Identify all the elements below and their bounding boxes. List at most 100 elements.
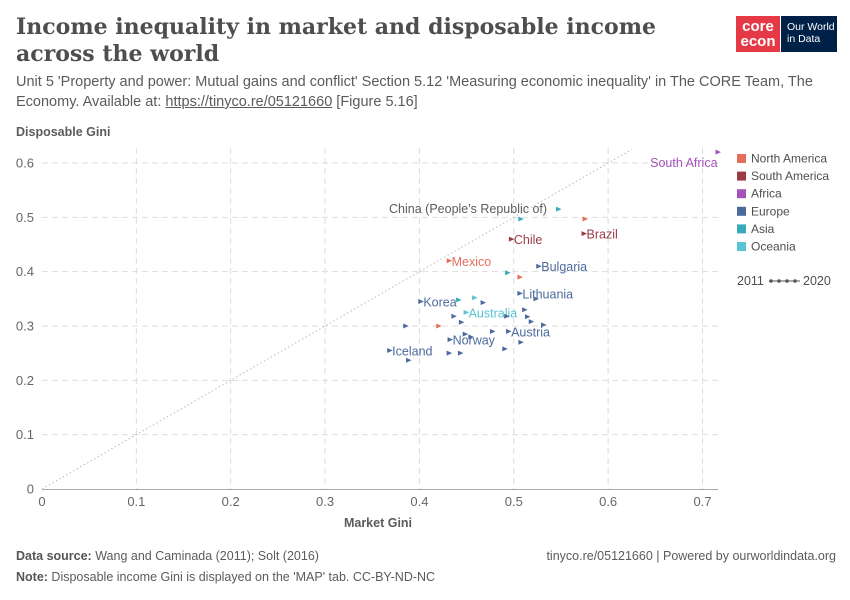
data-point[interactable]	[505, 270, 511, 276]
data-point[interactable]	[556, 206, 562, 212]
data-point[interactable]	[581, 231, 588, 237]
point-label: Chile	[514, 233, 543, 247]
y-tick-label: 0.3	[16, 319, 34, 334]
owid-logo-line2: in Data	[787, 33, 821, 45]
x-axis-label: Market Gini	[344, 516, 412, 530]
legend-swatch[interactable]	[737, 242, 746, 251]
data-point[interactable]	[502, 346, 508, 352]
chart-subtitle: Unit 5 'Property and power: Mutual gains…	[16, 72, 826, 112]
data-point[interactable]	[457, 350, 464, 356]
data-point[interactable]	[462, 331, 469, 337]
x-tick-label: 0.3	[316, 494, 334, 509]
data-point[interactable]	[518, 339, 524, 345]
x-tick-label: 0.1	[127, 494, 145, 509]
data-point[interactable]	[403, 323, 409, 329]
core-logo-line1: core	[742, 18, 774, 35]
legend-label: Oceania	[751, 240, 796, 254]
subtitle-text: Unit 5 'Property and power: Mutual gains…	[16, 74, 813, 110]
timeline-start: 2011	[737, 274, 764, 288]
data-point[interactable]	[436, 323, 442, 329]
data-point[interactable]	[458, 319, 465, 325]
data-point[interactable]	[506, 328, 512, 334]
footer-note: Note: Disposable income Gini is displaye…	[16, 570, 435, 584]
owid-logo[interactable]: Our World in Data	[781, 16, 837, 52]
data-point[interactable]	[517, 290, 523, 296]
data-point[interactable]	[517, 274, 523, 280]
point-label: Norway	[453, 334, 496, 348]
data-point[interactable]	[528, 319, 535, 325]
point-label: Iceland	[392, 344, 432, 358]
point-label: Mexico	[452, 255, 492, 269]
scatter-chart[interactable]: 0 0.1 0.2 0.3 0.4 0.5 0.6 0 0.1 0.2 0.3 0.4 0.5 0.6 0.…	[0, 0, 850, 540]
x-tick-label: 0.4	[410, 494, 428, 509]
subtitle-link[interactable]: https://tinyco.re/05121660	[165, 94, 333, 110]
data-point[interactable]	[451, 313, 457, 319]
data-point[interactable]	[468, 334, 474, 340]
data-point[interactable]	[518, 216, 524, 222]
data-point[interactable]	[504, 313, 510, 319]
footer-source: Data source: Wang and Caminada (2011); S…	[16, 549, 319, 563]
data-point[interactable]	[480, 300, 487, 306]
y-tick-label: 0	[27, 482, 34, 497]
legend-swatch[interactable]	[737, 171, 746, 181]
y-axis-label: Disposable Gini	[16, 125, 110, 139]
legend-swatch[interactable]	[737, 206, 746, 216]
data-point[interactable]	[387, 347, 393, 353]
data-point[interactable]	[463, 309, 470, 315]
data-point[interactable]	[456, 297, 462, 303]
legend-swatch[interactable]	[737, 189, 746, 199]
core-logo-line2: econ	[740, 33, 776, 50]
y-tick-label: 0.4	[16, 264, 34, 279]
data-point[interactable]	[533, 296, 539, 302]
x-tick-label: 0	[38, 494, 45, 509]
point-label: Bulgaria	[541, 260, 587, 274]
data-point[interactable]	[447, 337, 454, 343]
y-tick-label: 0.5	[16, 210, 34, 225]
note-label: Note:	[16, 570, 48, 584]
core-econ-logo[interactable]: core econ	[736, 16, 780, 52]
x-tick-label: 0.7	[693, 494, 711, 509]
data-point[interactable]	[536, 263, 542, 269]
timeline-end: 2020	[803, 274, 831, 288]
data-point[interactable]	[446, 350, 453, 356]
owid-logo-line1: Our World	[787, 21, 835, 33]
source-label: Data source:	[16, 549, 92, 563]
point-label: Australia	[469, 306, 518, 320]
data-point[interactable]	[406, 357, 412, 363]
data-point[interactable]	[715, 149, 722, 155]
reference-line	[41, 148, 632, 490]
timeline-dot	[777, 279, 781, 283]
source-text: Wang and Caminada (2011); Solt (2016)	[91, 549, 319, 563]
x-tick-label: 0.5	[505, 494, 523, 509]
note-text: Disposable income Gini is displayed on t…	[47, 570, 436, 584]
point-label: Austria	[511, 325, 550, 339]
point-label: Lithuania	[522, 287, 573, 301]
point-label: South Africa	[650, 156, 717, 170]
legend-label: Europe	[751, 204, 790, 218]
data-point[interactable]	[540, 322, 547, 328]
data-point[interactable]	[582, 216, 588, 222]
data-point[interactable]	[524, 314, 531, 320]
point-label: Korea	[423, 296, 456, 310]
timeline-dot	[785, 279, 789, 283]
timeline-dot	[769, 279, 773, 283]
subtitle-suffix: [Figure 5.16]	[332, 94, 418, 110]
point-label: China (People's Republic of)	[389, 202, 547, 216]
data-point[interactable]	[446, 258, 453, 264]
y-tick-label: 0.6	[16, 156, 34, 171]
data-point[interactable]	[522, 307, 528, 313]
legend-label: Asia	[751, 222, 775, 236]
data-point[interactable]	[418, 299, 424, 305]
legend-swatch[interactable]	[737, 154, 746, 163]
data-point[interactable]	[508, 236, 515, 242]
x-tick-label: 0.2	[222, 494, 240, 509]
data-point[interactable]	[490, 328, 496, 334]
point-label: Brazil	[587, 228, 618, 242]
legend-label: Africa	[751, 187, 782, 201]
chart-title: Income inequality in market and disposab…	[16, 14, 656, 67]
data-point[interactable]	[472, 295, 478, 301]
footer-links[interactable]: tinyco.re/05121660 | Powered by ourworld…	[546, 549, 836, 563]
legend-label: South America	[751, 169, 829, 183]
legend-swatch[interactable]	[737, 224, 746, 234]
y-tick-label: 0.1	[16, 427, 34, 442]
